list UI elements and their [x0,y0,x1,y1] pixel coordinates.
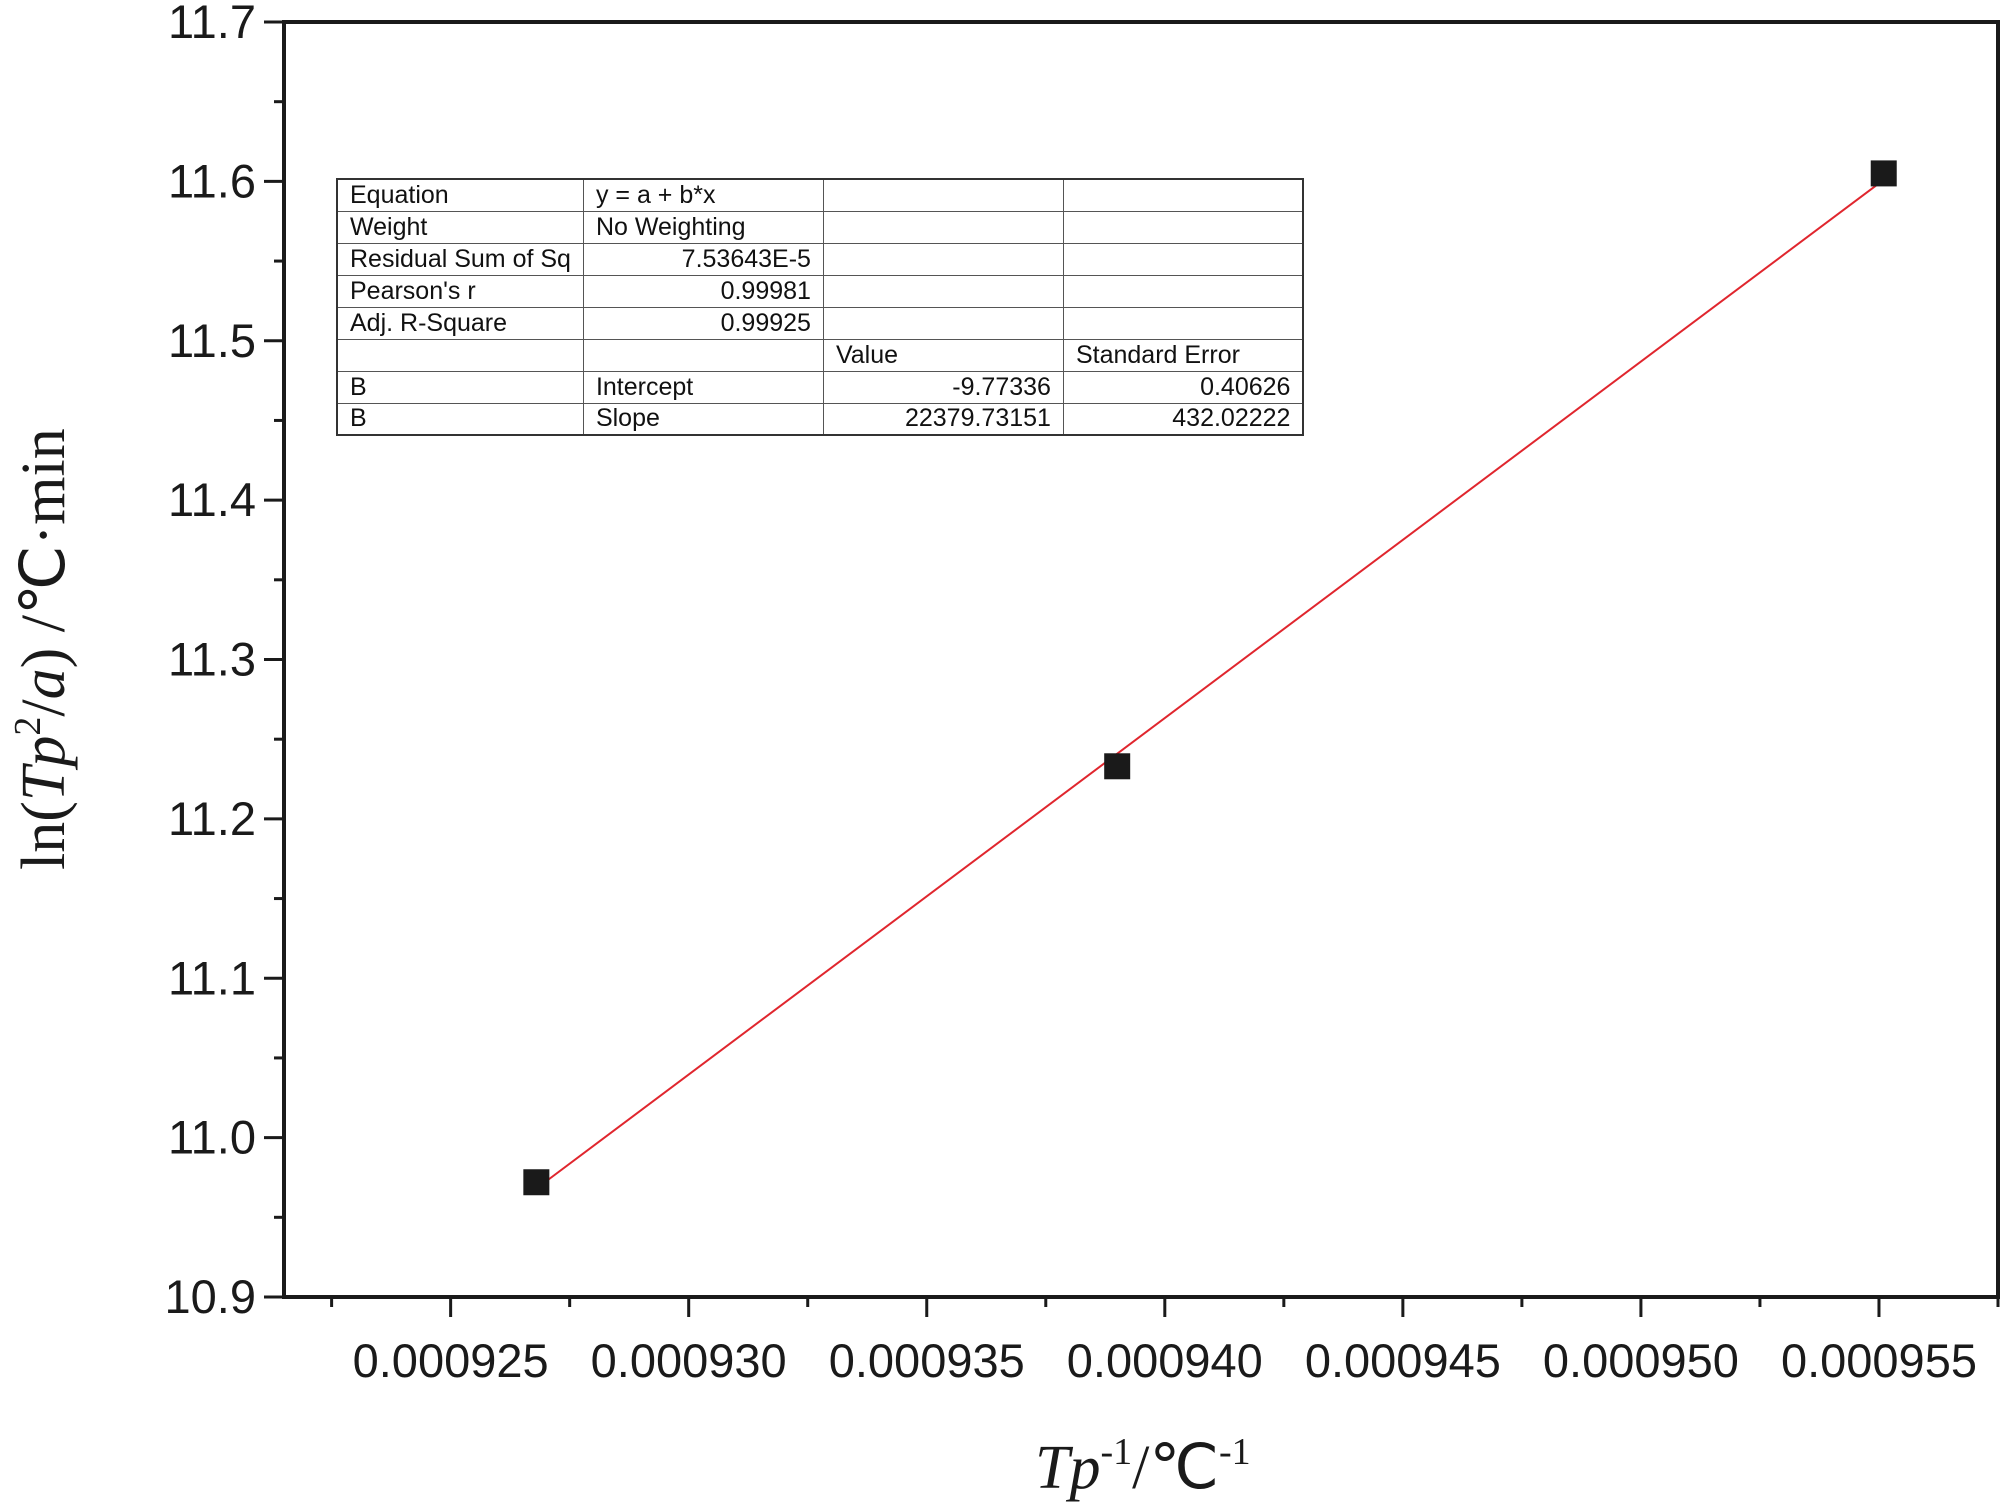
y-tick-label: 11.0 [168,1111,256,1164]
fit-table-cell: B [336,402,584,436]
fit-table-cell [1062,210,1304,244]
fit-table-cell: B [336,370,584,404]
fit-table-cell: 0.99981 [582,274,824,308]
fit-table-cell: 432.02222 [1062,402,1304,436]
data-points [523,160,1897,1196]
fit-table-cell [822,242,1064,276]
x-axis-ticks: 0.000925 0.000930 0.000935 0.000940 0.000945… [330,1297,2000,1387]
fit-table-cell [336,338,584,372]
y-axis-ticks: 10.9 11.0 11.1 11.2 11.3 11.4 11.5 11.6 11.7 [165,0,284,1323]
fit-table-cell: -9.77336 [822,370,1064,404]
y-tick-label: 10.9 [165,1270,256,1323]
fit-table-cell [1062,242,1304,276]
y-axis-title: ln(Tp2/a) /℃·min [7,428,78,870]
fit-table-cell: y = a + b*x [582,178,824,212]
fit-table-cell: Intercept [582,370,824,404]
fit-table-row: B Slope 22379.73151 432.02222 [336,402,1304,436]
fit-table-cell: 0.99925 [582,306,824,340]
x-axis-title: Tp-1/℃-1 [1035,1431,1251,1502]
fit-table-cell: Residual Sum of Sq [336,242,584,276]
fit-table-cell [822,210,1064,244]
fit-table-cell [1062,274,1304,308]
fit-table-cell: Pearson's r [336,274,584,308]
fit-table-cell: No Weighting [582,210,824,244]
fit-table-cell [822,178,1064,212]
data-point [523,1169,550,1196]
fit-table-cell [822,306,1064,340]
fit-table-row: Pearson's r 0.99981 [336,274,1304,308]
fit-table-cell: Weight [336,210,584,244]
fit-results-table: Equation y = a + b*x Weight No Weighting Res… [336,178,1305,436]
fit-table-row: Value Standard Error [336,338,1304,372]
x-tick-label: 0.000940 [1067,1334,1263,1387]
y-tick-label: 11.6 [168,154,256,207]
fit-table-cell: Equation [336,178,584,212]
fit-table-cell [1062,178,1304,212]
fit-table-cell [1062,306,1304,340]
x-tick-label: 0.000945 [1305,1334,1501,1387]
fit-table-row: Residual Sum of Sq 7.53643E-5 [336,242,1304,276]
fit-table-row: Weight No Weighting [336,210,1304,244]
y-tick-label: 11.3 [168,633,256,686]
x-tick-label: 0.000925 [353,1334,549,1387]
y-tick-label: 11.7 [168,0,256,48]
fit-table-row: B Intercept -9.77336 0.40626 [336,370,1304,404]
fit-line [535,178,1885,1190]
x-tick-label: 0.000930 [591,1334,787,1387]
fit-table-cell: 22379.73151 [822,402,1064,436]
fit-table-cell: Slope [582,402,824,436]
y-tick-label: 11.5 [168,314,256,367]
x-tick-label: 0.000935 [829,1334,1025,1387]
x-tick-label: 0.000950 [1543,1334,1739,1387]
data-point [1870,160,1897,187]
fit-table-cell [822,274,1064,308]
fit-table-row: Equation y = a + b*x [336,178,1304,212]
y-tick-label: 11.2 [168,792,256,845]
fit-table-cell: Value [822,338,1064,372]
fit-table-row: Adj. R-Square 0.99925 [336,306,1304,340]
fit-table-cell: Standard Error [1062,338,1304,372]
fit-table-cell: 0.40626 [1062,370,1304,404]
fit-table-cell: Adj. R-Square [336,306,584,340]
x-tick-label: 0.000955 [1781,1334,1977,1387]
y-tick-label: 11.1 [168,951,256,1004]
fit-table-cell [582,338,824,372]
data-point [1104,753,1131,780]
fit-table-cell: 7.53643E-5 [582,242,824,276]
y-tick-label: 11.4 [168,473,256,526]
